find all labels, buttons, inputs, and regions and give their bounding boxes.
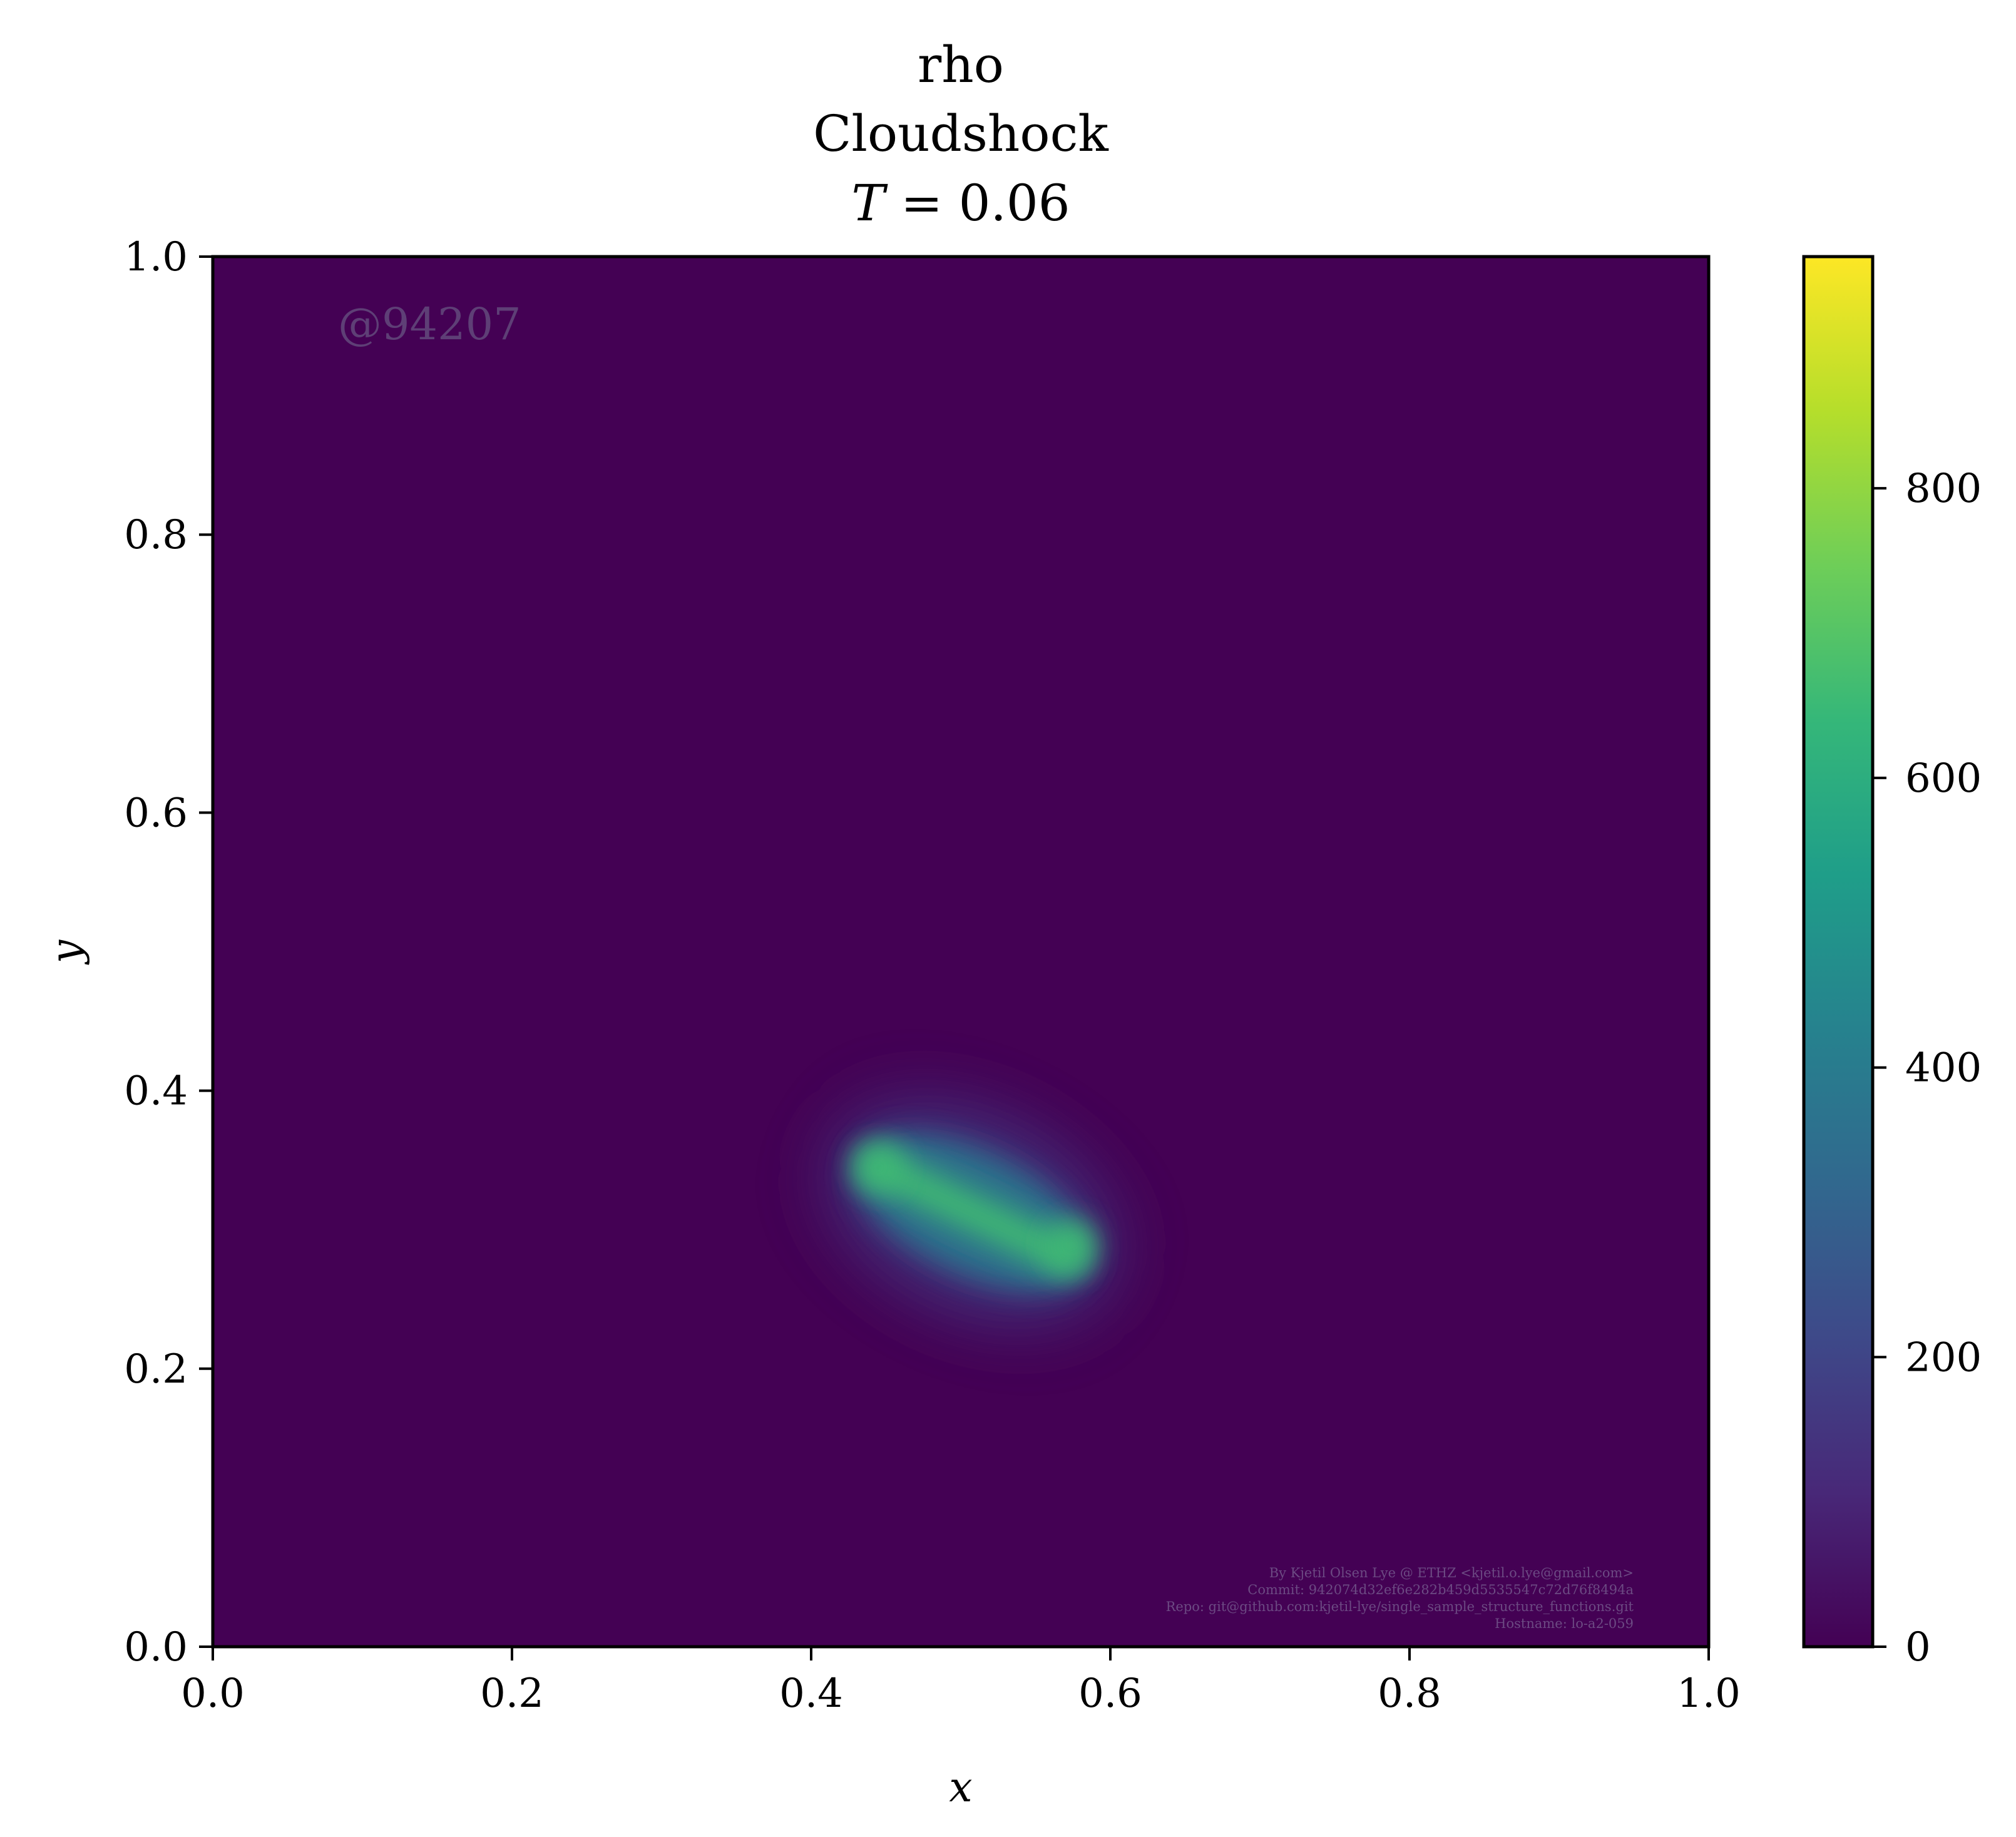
- cloud-head: [854, 1143, 903, 1191]
- credits-line: Commit: 942074d32ef6e282b459d5535547c72d…: [1247, 1582, 1634, 1597]
- y-tick-label: 0.8: [124, 512, 188, 558]
- colorbar-tick-label: 600: [1905, 755, 1982, 802]
- y-tick-label: 0.2: [124, 1346, 188, 1393]
- watermark-id: @94207: [338, 299, 521, 350]
- credits-block: By Kjetil Olsen Lye @ ETHZ <kjetil.o.lye…: [1166, 1565, 1634, 1631]
- colorbar-tick-label: 200: [1905, 1334, 1982, 1381]
- colorbar-tick-label: 400: [1905, 1045, 1982, 1092]
- x-axis-label: x: [949, 1763, 972, 1811]
- credits-line: By Kjetil Olsen Lye @ ETHZ <kjetil.o.lye…: [1269, 1565, 1634, 1580]
- x-tick-label: 0.0: [181, 1671, 245, 1717]
- x-tick-label: 0.6: [1078, 1671, 1142, 1717]
- x-tick-label: 0.2: [480, 1671, 544, 1717]
- plot-frame: [211, 255, 1711, 1649]
- cloud-tip: [1046, 1220, 1097, 1271]
- title-time-value: = 0.06: [885, 174, 1070, 232]
- colorbar-tick-label: 0: [1905, 1624, 1931, 1671]
- y-tick-label: 1.0: [124, 234, 188, 280]
- x-tick-label: 0.8: [1378, 1671, 1441, 1717]
- cloud-feature: [830, 1105, 1114, 1319]
- colorbar: 0 200 400 600 800: [1802, 255, 1982, 1671]
- title-line-variable: rho: [918, 36, 1004, 94]
- credits-line: Hostname: lo-a2-059: [1495, 1616, 1634, 1631]
- x-tick-label: 0.4: [779, 1671, 843, 1717]
- credits-line: Repo: git@github.com:kjetil-lye/single_s…: [1166, 1599, 1634, 1614]
- cloud-core: [860, 1149, 1084, 1276]
- heatmap-background-field: [213, 257, 1709, 1647]
- heatmap-plot-area: [213, 257, 1709, 1647]
- y-tick-label: 0.6: [124, 790, 188, 836]
- x-axis: 0.0 0.2 0.4 0.6 0.8 1.0: [181, 1647, 1741, 1717]
- colorbar-gradient-bar: [1804, 257, 1873, 1647]
- colorbar-tick-label: 800: [1905, 466, 1982, 512]
- y-axis-label: y: [42, 939, 90, 965]
- title-line-case: Cloudshock: [813, 105, 1109, 163]
- x-tick-label: 1.0: [1677, 1671, 1741, 1717]
- y-tick-label: 0.0: [124, 1624, 188, 1671]
- colorbar-ticks: 0 200 400 600 800: [1873, 466, 1982, 1671]
- y-tick-label: 0.4: [124, 1068, 188, 1115]
- title-time-symbol: T: [851, 174, 888, 232]
- title-line-time: T = 0.06: [851, 174, 1070, 232]
- y-axis: 0.0 0.2 0.4 0.6 0.8 1.0: [124, 234, 213, 1671]
- colorbar-frame: [1802, 255, 1875, 1649]
- chart-title: rho Cloudshock T = 0.06: [813, 36, 1109, 232]
